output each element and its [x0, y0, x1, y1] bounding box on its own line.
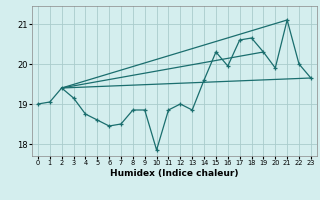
X-axis label: Humidex (Indice chaleur): Humidex (Indice chaleur) [110, 169, 239, 178]
